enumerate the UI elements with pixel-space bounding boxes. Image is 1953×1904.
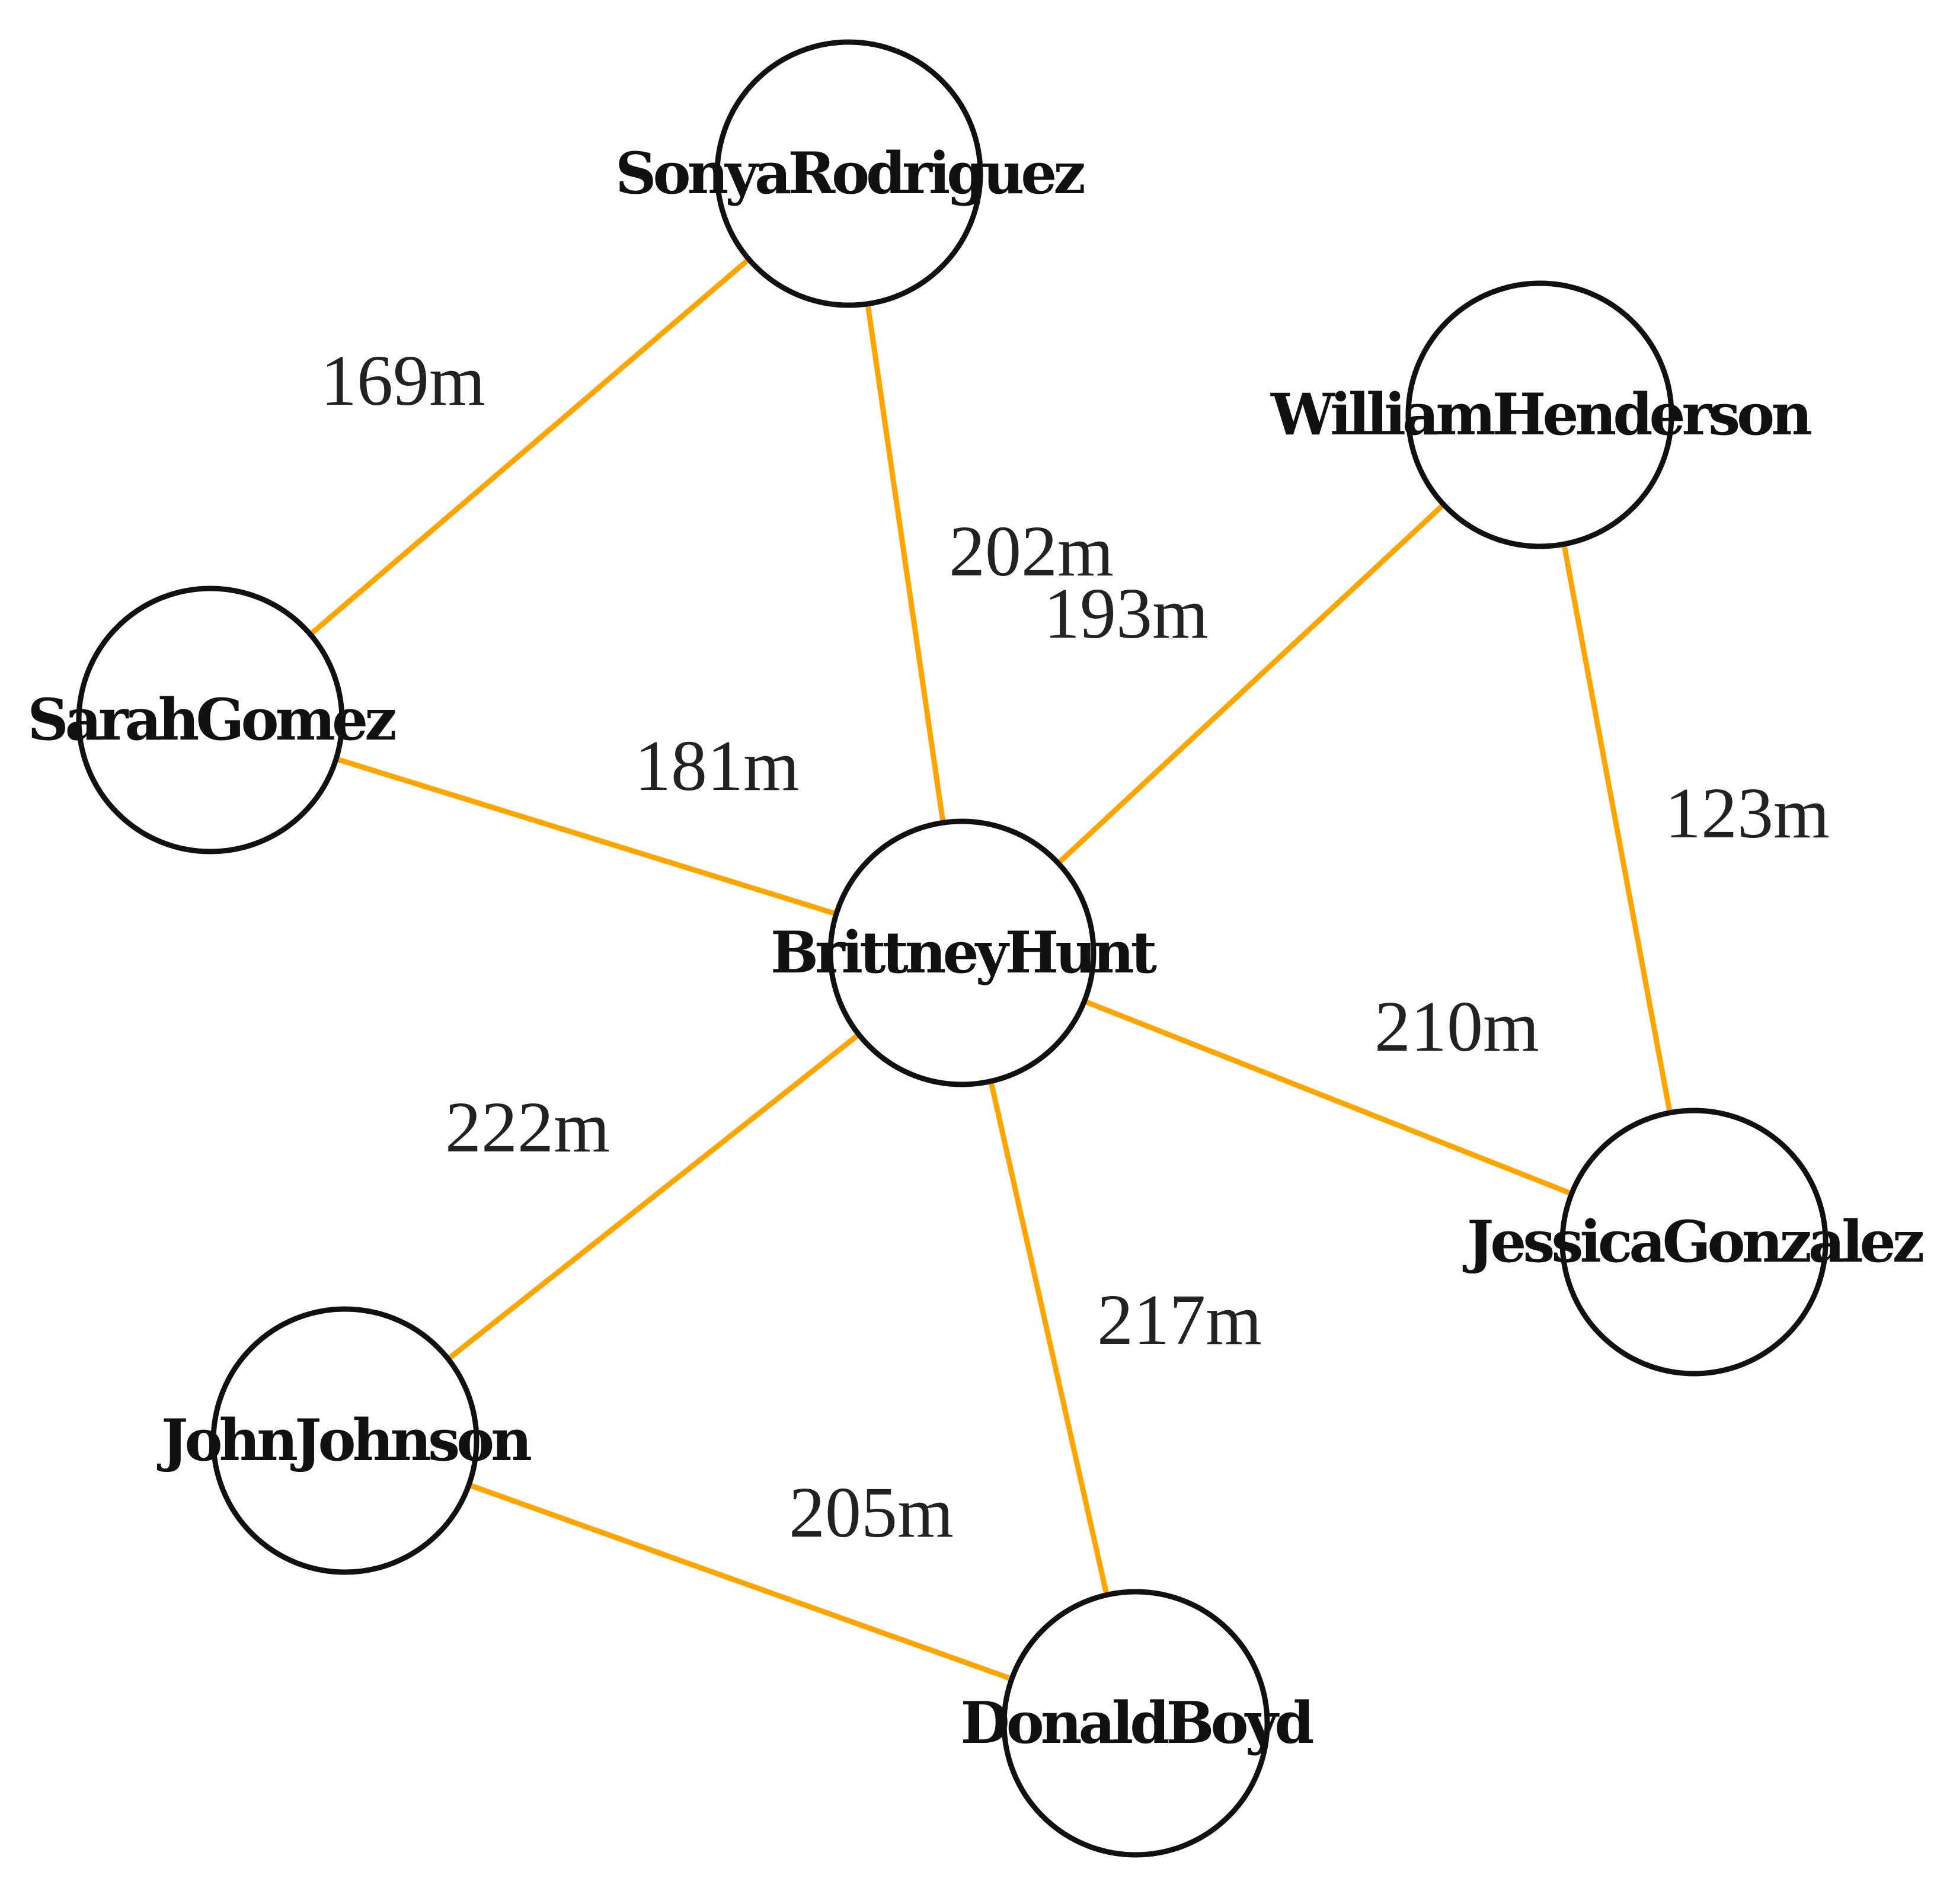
edge-label-brittney-jessica: 210m	[1375, 987, 1539, 1067]
edge-brittney-jessica	[1083, 999, 1573, 1196]
edges-layer	[308, 257, 1673, 1682]
edge-label-william-brittney: 193m	[1044, 574, 1209, 654]
node-donald[interactable]: DonaldBoyd	[961, 1589, 1316, 1858]
node-sarah[interactable]: SarahGomez	[27, 585, 399, 855]
node-circle-jessica	[1559, 1108, 1829, 1377]
edge-brittney-john	[446, 1032, 861, 1361]
edge-sarah-brittney	[335, 756, 838, 917]
node-label-donald: DonaldBoyd	[961, 1689, 1313, 1756]
edge-john-donald	[468, 1482, 1013, 1682]
node-brittney[interactable]: BrittneyHunt	[771, 818, 1161, 1087]
node-john[interactable]: JohnJohnson	[156, 1306, 535, 1575]
node-circle-donald	[1001, 1589, 1270, 1858]
node-label-sonya: SonyaRodriguez	[615, 140, 1084, 207]
edge-label-john-donald: 205m	[789, 1473, 954, 1553]
edge-william-jessica	[1561, 543, 1673, 1113]
nodes-layer: SonyaRodriguez WilliamHenderson SarahGomez…	[27, 39, 1927, 1858]
node-label-brittney: BrittneyHunt	[771, 919, 1157, 986]
edge-label-sonya-sarah: 169m	[321, 341, 485, 421]
edge-label-sarah-brittney: 181m	[635, 726, 800, 806]
node-label-william: WilliamHenderson	[1270, 381, 1811, 448]
edge-label-sonya-brittney: 202m	[949, 511, 1114, 591]
node-label-jessica: JessicaGonzalez	[1462, 1208, 1923, 1275]
edge-sonya-sarah	[308, 257, 751, 637]
node-circle-sarah	[76, 585, 345, 855]
node-william[interactable]: WilliamHenderson	[1270, 280, 1815, 549]
edge-label-william-jessica: 123m	[1665, 773, 1830, 853]
node-sonya[interactable]: SonyaRodriguez	[615, 39, 1088, 308]
edge-label-brittney-john: 222m	[445, 1087, 610, 1167]
node-circle-john	[210, 1306, 480, 1575]
edge-brittney-donald	[988, 1080, 1110, 1596]
edge-william-brittney	[1056, 503, 1446, 865]
edge-label-brittney-donald: 217m	[1097, 1280, 1262, 1360]
node-circle-william	[1405, 280, 1674, 549]
node-label-john: JohnJohnson	[156, 1407, 531, 1474]
node-circle-brittney	[827, 818, 1097, 1087]
node-circle-sonya	[714, 39, 983, 308]
edge-sonya-brittney	[865, 303, 946, 823]
node-jessica[interactable]: JessicaGonzalez	[1462, 1108, 1927, 1377]
node-label-sarah: SarahGomez	[27, 686, 395, 753]
